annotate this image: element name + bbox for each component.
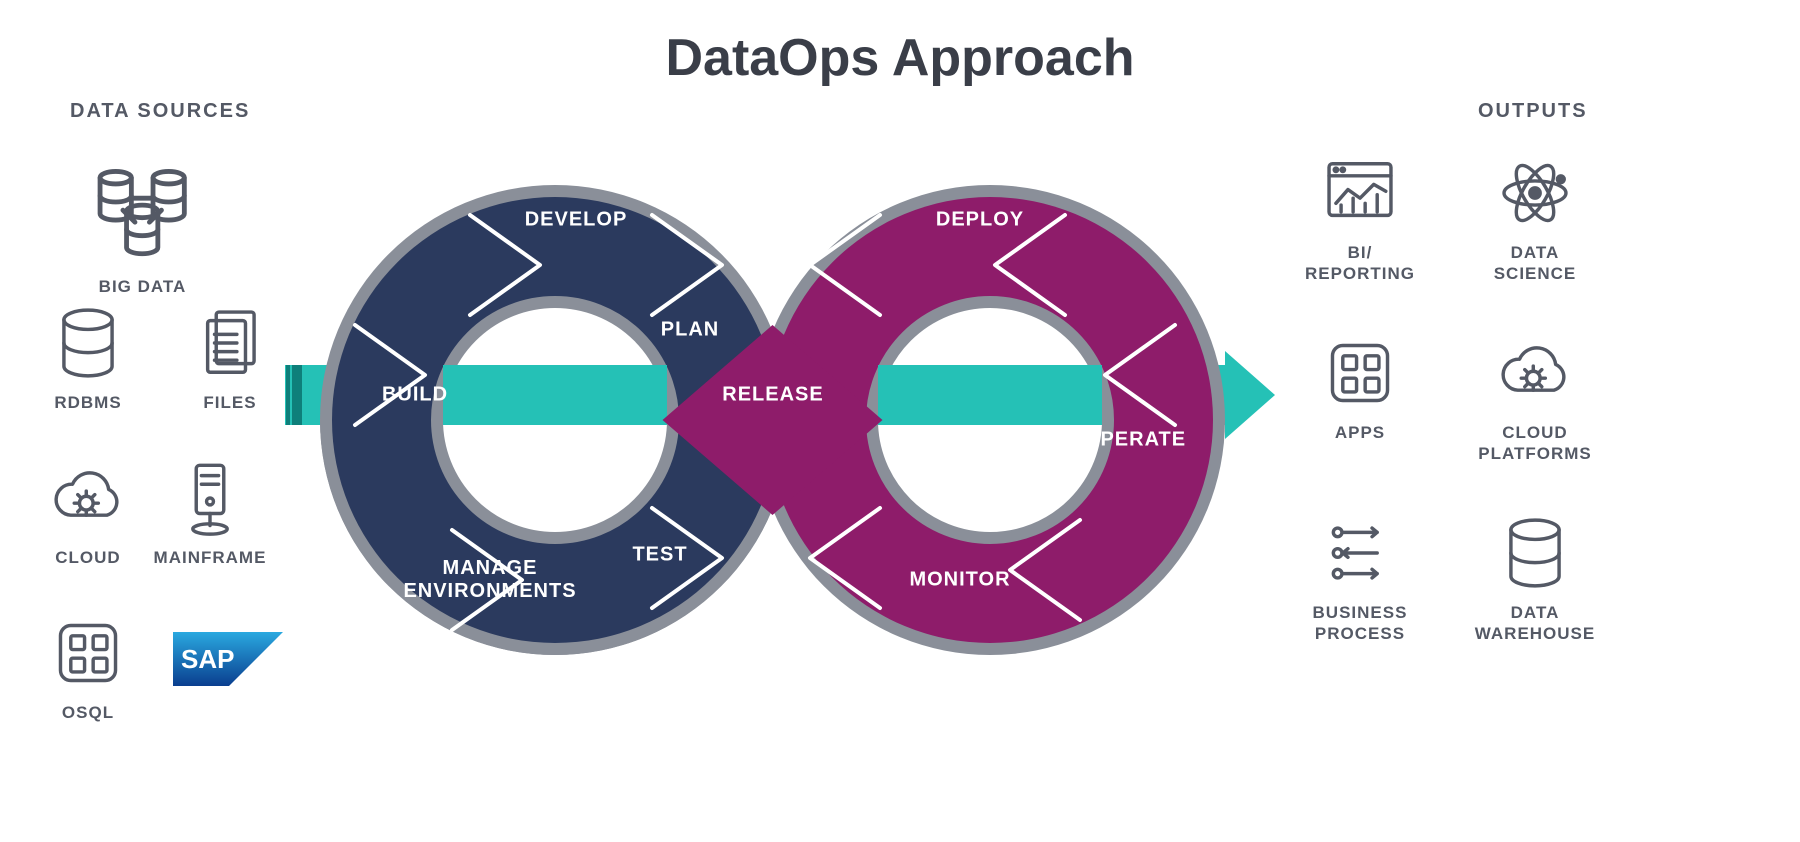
loop-stage-release: RELEASE xyxy=(722,384,823,407)
loop-stage-test: TEST xyxy=(632,544,687,567)
infinity-loop-diagram xyxy=(0,0,1800,842)
loop-stage-deploy: DEPLOY xyxy=(936,209,1024,232)
loop-stage-build: BUILD xyxy=(382,384,448,407)
loop-stage-develop: DEVELOP xyxy=(525,209,628,232)
loop-stage-manage: MANAGE ENVIRONMENTS xyxy=(403,557,576,603)
loop-stage-operate: OPERATE xyxy=(1084,429,1186,452)
loop-stage-plan: PLAN xyxy=(661,319,719,342)
loop-stage-monitor: MONITOR xyxy=(909,569,1010,592)
